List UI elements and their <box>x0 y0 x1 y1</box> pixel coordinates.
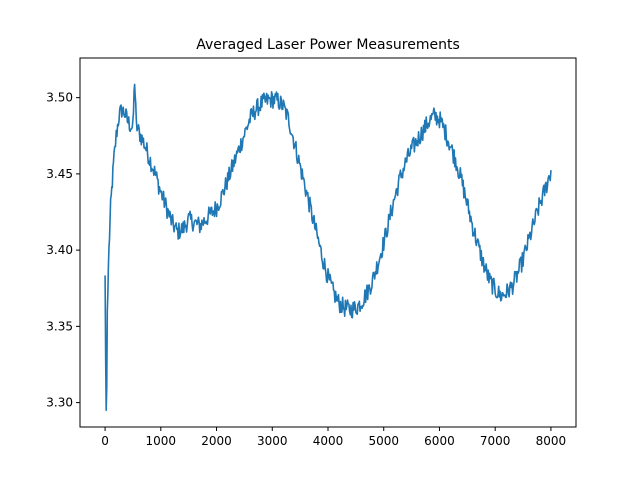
y-tick-label: 3.50 <box>46 91 73 105</box>
x-tick-label: 2000 <box>201 434 232 448</box>
series-line <box>104 83 552 412</box>
x-tick-label: 5000 <box>368 434 399 448</box>
y-tick-label: 3.40 <box>46 243 73 257</box>
axes-frame <box>79 57 577 428</box>
y-tick-label: 3.45 <box>46 167 73 181</box>
x-tick-label: 3000 <box>257 434 288 448</box>
plot-area <box>104 83 552 412</box>
x-tick-label: 6000 <box>424 434 455 448</box>
chart-title: Averaged Laser Power Measurements <box>196 37 460 53</box>
x-tick-label: 7000 <box>480 434 511 448</box>
x-tick-label: 4000 <box>313 434 344 448</box>
axis-ticks: 0 1000 2000 3000 4000 5000 6000 7000 8000 3.30 3.3… <box>46 91 566 448</box>
x-tick-label: 1000 <box>146 434 177 448</box>
x-tick-label: 0 <box>101 434 109 448</box>
y-tick-label: 3.35 <box>46 319 73 333</box>
y-tick-label: 3.30 <box>46 396 73 410</box>
x-tick-label: 8000 <box>536 434 567 448</box>
